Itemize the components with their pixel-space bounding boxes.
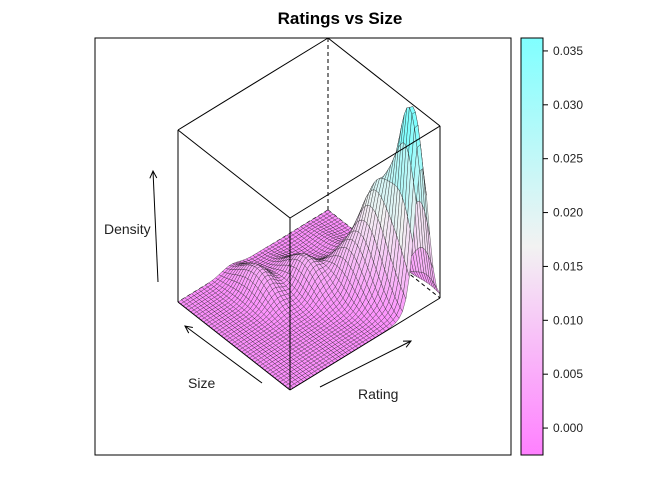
axis-arrows [149, 169, 413, 388]
chart-title: Ratings vs Size [278, 9, 403, 28]
density-arrow-head [149, 169, 158, 179]
density-arrow [152, 170, 159, 283]
size-axis-label: Size [188, 375, 215, 391]
size-arrow-head [184, 325, 193, 334]
box-edge [289, 297, 441, 391]
box-edge [177, 301, 291, 391]
color-key-ticks: 0.000 0.005 0.010 0.015 0.020 0.025 0.030 0.035 [543, 44, 583, 435]
color-key-bar [520, 37, 544, 456]
box-edge [327, 37, 441, 127]
key-tick-label: 0.035 [553, 44, 583, 58]
bounding-box-front [177, 37, 441, 391]
box-edge [177, 37, 329, 131]
box-edge [177, 129, 291, 219]
key-tick-label: 0.030 [553, 98, 583, 112]
rating-arrow [319, 340, 412, 388]
key-tick-label: 0.015 [553, 259, 583, 273]
key-tick-label: 0.020 [553, 206, 583, 220]
key-tick-label: 0.010 [553, 313, 583, 327]
size-arrow [184, 325, 263, 384]
key-tick-label: 0.025 [553, 152, 583, 166]
rating-arrow-head [402, 340, 413, 348]
rating-axis-label: Rating [358, 386, 398, 402]
box-edge [289, 125, 441, 219]
density-surface [177, 106, 441, 391]
z-axis-label: Density [104, 221, 151, 237]
key-tick-label: 0.005 [553, 367, 583, 381]
plot-panel [94, 37, 512, 456]
key-tick-label: 0.000 [553, 421, 583, 435]
